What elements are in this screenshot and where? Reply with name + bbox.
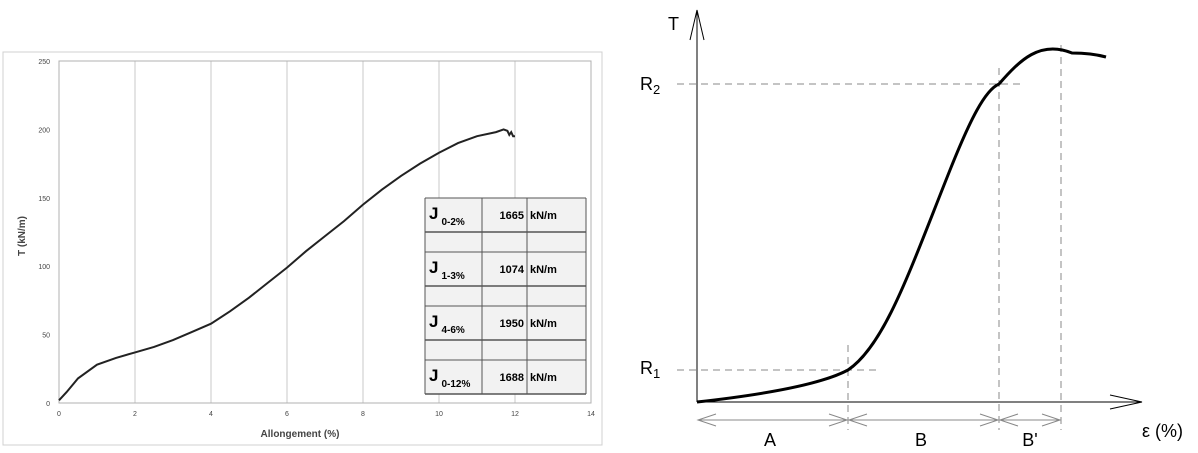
table-spacer-row bbox=[425, 232, 586, 252]
y-tick-label: 150 bbox=[38, 196, 50, 203]
y-tick-label: 100 bbox=[38, 264, 50, 271]
x-axis-title: ε (%) bbox=[1142, 421, 1183, 441]
y-tick-label: 200 bbox=[38, 127, 50, 134]
tensile-test-chart: 0 2 4 6 8 10 12 14 0 50 100 150 200 250 Allongement (… bbox=[2, 51, 603, 446]
table-cell-label: J 1-3% bbox=[429, 258, 465, 282]
schematic-tension-strain-chart: T ε (%) R2 R1 A B B' bbox=[640, 9, 1183, 450]
plot-area-border bbox=[58, 60, 592, 404]
x-tick-label: 14 bbox=[587, 411, 595, 418]
x-tick-label: 6 bbox=[285, 411, 289, 418]
tensile-test-chart-panel: 0 2 4 6 8 10 12 14 0 50 100 150 200 250 Allongement (… bbox=[0, 0, 605, 448]
schematic-chart-panel: T ε (%) R2 R1 A B B' bbox=[610, 0, 1198, 450]
table-cell-label: J 0-12% bbox=[429, 366, 470, 390]
x-axis-title: Allongement (%) bbox=[261, 429, 340, 440]
r1-label: R1 bbox=[640, 358, 660, 381]
x-tick-label: 10 bbox=[435, 411, 443, 418]
zone-b-label: B bbox=[915, 430, 927, 448]
stiffness-table: J 0-2% 1665 kN/m J 1-3% 1074 kN/m J 4-6% 1950 kN/m J… bbox=[424, 197, 587, 395]
table-cell-unit: kN/m bbox=[530, 210, 557, 222]
table-row bbox=[425, 252, 586, 286]
x-tick-label: 4 bbox=[209, 411, 213, 418]
table-cell-value: 1688 bbox=[500, 372, 524, 384]
x-tick-label: 8 bbox=[361, 411, 365, 418]
x-axis-arrow bbox=[1109, 394, 1143, 410]
y-tick-label: 250 bbox=[38, 59, 50, 66]
r2-label: R2 bbox=[640, 74, 660, 97]
x-tick-label: 0 bbox=[57, 411, 61, 418]
x-tick-label: 2 bbox=[133, 411, 137, 418]
zone-a-label: A bbox=[764, 430, 776, 448]
table-cell-label: J 0-2% bbox=[429, 204, 465, 228]
table-cell-unit: kN/m bbox=[530, 372, 557, 384]
table-row bbox=[425, 306, 586, 340]
zone-arrows bbox=[696, 413, 1062, 427]
y-axis-title: T bbox=[668, 14, 679, 34]
schematic-curve bbox=[696, 47, 1107, 404]
y-axis-title: T (kN/m) bbox=[17, 216, 28, 256]
table-cell-unit: kN/m bbox=[530, 264, 557, 276]
table-cell-label: J 4-6% bbox=[429, 312, 465, 336]
y-tick-label: 0 bbox=[46, 401, 50, 408]
x-tick-label: 12 bbox=[511, 411, 519, 418]
table-cell-value: 1950 bbox=[500, 318, 524, 330]
table-cell-value: 1665 bbox=[500, 210, 524, 222]
table-spacer-row bbox=[425, 286, 586, 306]
table-row bbox=[425, 360, 586, 394]
y-tick-label: 50 bbox=[42, 333, 50, 340]
table-cell-unit: kN/m bbox=[530, 318, 557, 330]
table-cell-value: 1074 bbox=[500, 264, 525, 276]
stress-strain-curve bbox=[58, 128, 515, 401]
zone-bprime-label: B' bbox=[1022, 430, 1037, 448]
table-row bbox=[425, 198, 586, 232]
table-spacer-row bbox=[425, 340, 586, 360]
y-axis-arrow bbox=[689, 9, 705, 41]
